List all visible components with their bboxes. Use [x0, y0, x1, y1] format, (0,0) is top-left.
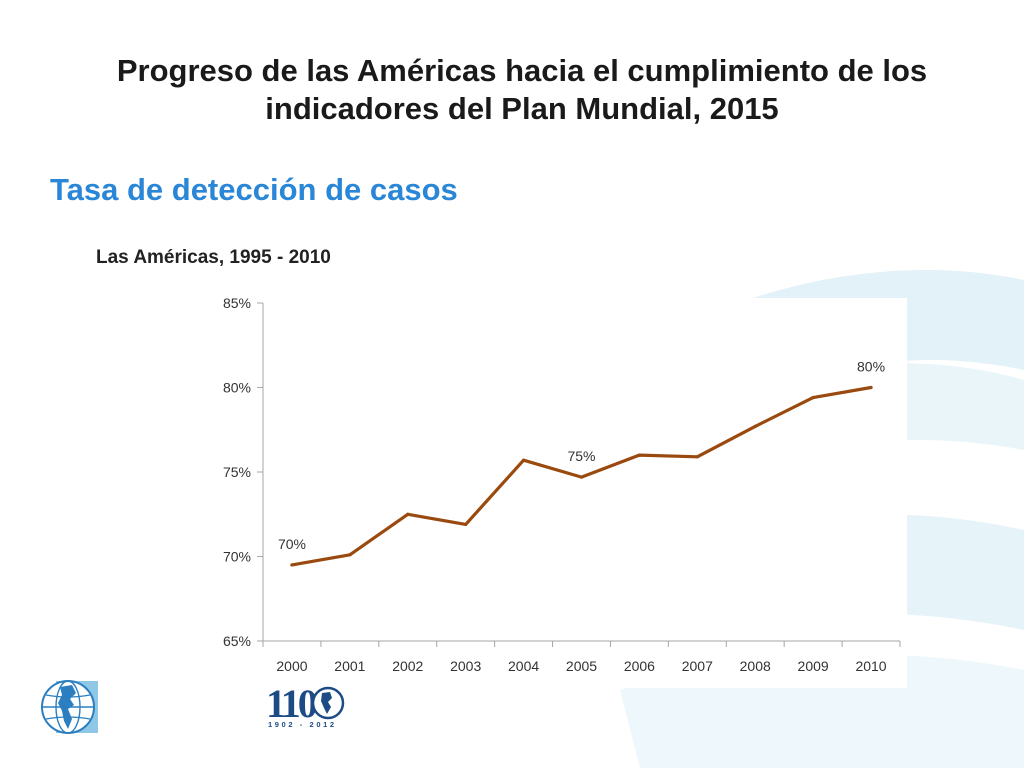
series-point — [348, 553, 352, 557]
series-point — [811, 396, 815, 400]
series-point — [579, 475, 584, 479]
x-tick-label: 2001 — [334, 658, 365, 674]
chart-caption: Las Américas, 1995 - 2010 — [96, 247, 331, 268]
data-label: 80% — [857, 359, 885, 375]
series-point — [869, 385, 873, 390]
series-point — [521, 458, 526, 462]
y-tick-label: 85% — [223, 298, 251, 311]
anniversary-number: 110 — [266, 683, 317, 721]
y-tick-label: 75% — [223, 464, 251, 480]
slide-subtitle: Tasa de detección de casos — [50, 172, 458, 207]
series-point — [406, 512, 410, 516]
x-tick-label: 2004 — [508, 658, 539, 674]
series-point — [464, 522, 468, 526]
x-tick-label: 2008 — [740, 658, 771, 674]
x-tick-label: 2000 — [276, 658, 307, 674]
y-tick-label: 80% — [223, 380, 251, 396]
data-label: 70% — [278, 536, 306, 552]
y-tick-label: 65% — [223, 633, 251, 649]
x-tick-label: 2003 — [450, 658, 481, 674]
x-tick-label: 2005 — [566, 658, 597, 674]
x-tick-label: 2009 — [798, 658, 829, 674]
y-tick-label: 70% — [223, 549, 251, 565]
series-point — [753, 424, 757, 428]
series-point — [290, 563, 294, 567]
anniversary-110-icon: 110 — [266, 681, 345, 726]
anniversary-logo: 110 1902 - 2012 — [266, 681, 346, 729]
chart-panel: 65% 70% 75% 80% 85% 2000 2001 2002 2003 2004 2005 2… — [205, 298, 907, 688]
x-tick-label: 2006 — [624, 658, 655, 674]
x-tick-label: 2010 — [855, 658, 886, 674]
globe-americas-icon — [41, 680, 98, 734]
x-tick-label: 2007 — [682, 658, 713, 674]
data-label: 75% — [567, 448, 595, 464]
line-chart: 65% 70% 75% 80% 85% 2000 2001 2002 2003 2004 2005 2… — [223, 298, 901, 674]
series-point — [637, 453, 642, 457]
anniversary-years: 1902 - 2012 — [268, 720, 337, 729]
series-point — [695, 455, 699, 459]
x-tick-label: 2002 — [392, 658, 423, 674]
slide-title: Progreso de las Américas hacia el cumpli… — [116, 53, 928, 126]
